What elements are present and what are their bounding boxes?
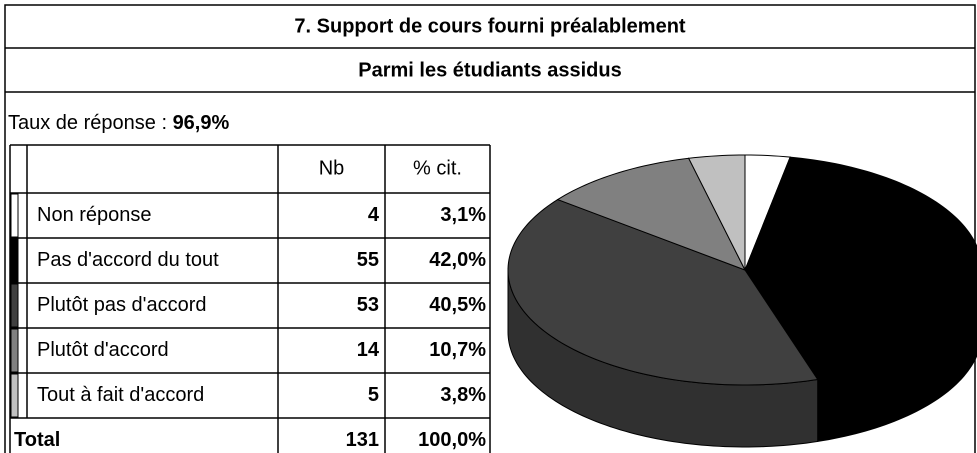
pie-slice [687, 154, 746, 271]
row-percent: 3,1% [440, 204, 486, 226]
response-rate-value: 96,9% [173, 112, 230, 134]
row-percent: 40,5% [429, 294, 486, 316]
response-rate: Taux de réponse : 96,9% [8, 112, 229, 134]
row-count: 5 [368, 384, 379, 406]
pie-slice [744, 156, 977, 381]
title: 7. Support de cours fourni préalablement [294, 15, 686, 37]
pie-slice [507, 198, 819, 386]
response-rate-label: Taux de réponse : [8, 112, 167, 134]
column-header: Nb [319, 157, 345, 179]
row-count: 14 [357, 339, 380, 361]
row-count: 4 [368, 204, 380, 226]
column-header: % cit. [413, 157, 462, 179]
row-percent: 10,7% [429, 339, 486, 361]
pie-slice [556, 157, 747, 271]
row-count: 53 [357, 294, 379, 316]
total-label: Total [14, 429, 60, 451]
total-count: 131 [346, 429, 379, 451]
row-label: Plutôt pas d'accord [37, 294, 206, 316]
legend-swatch [10, 193, 19, 238]
legend-swatch [10, 328, 19, 373]
legend-swatch [10, 238, 19, 283]
row-percent: 3,8% [440, 384, 486, 406]
row-label: Plutôt d'accord [37, 339, 169, 361]
row-count: 55 [357, 249, 379, 271]
legend-swatch [10, 373, 19, 418]
row-label: Tout à fait d'accord [37, 384, 204, 406]
row-label: Pas d'accord du tout [37, 249, 219, 271]
row-label: Non réponse [37, 204, 152, 226]
row-percent: 42,0% [429, 249, 486, 271]
frame [4, 4, 976, 453]
total-percent: 100,0% [418, 429, 486, 451]
legend-swatch [10, 283, 19, 328]
subtitle: Parmi les étudiants assidus [358, 59, 621, 81]
